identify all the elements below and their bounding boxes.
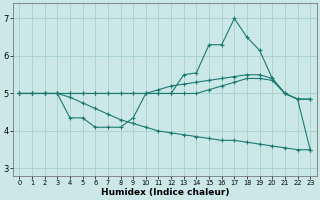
X-axis label: Humidex (Indice chaleur): Humidex (Indice chaleur) xyxy=(100,188,229,197)
